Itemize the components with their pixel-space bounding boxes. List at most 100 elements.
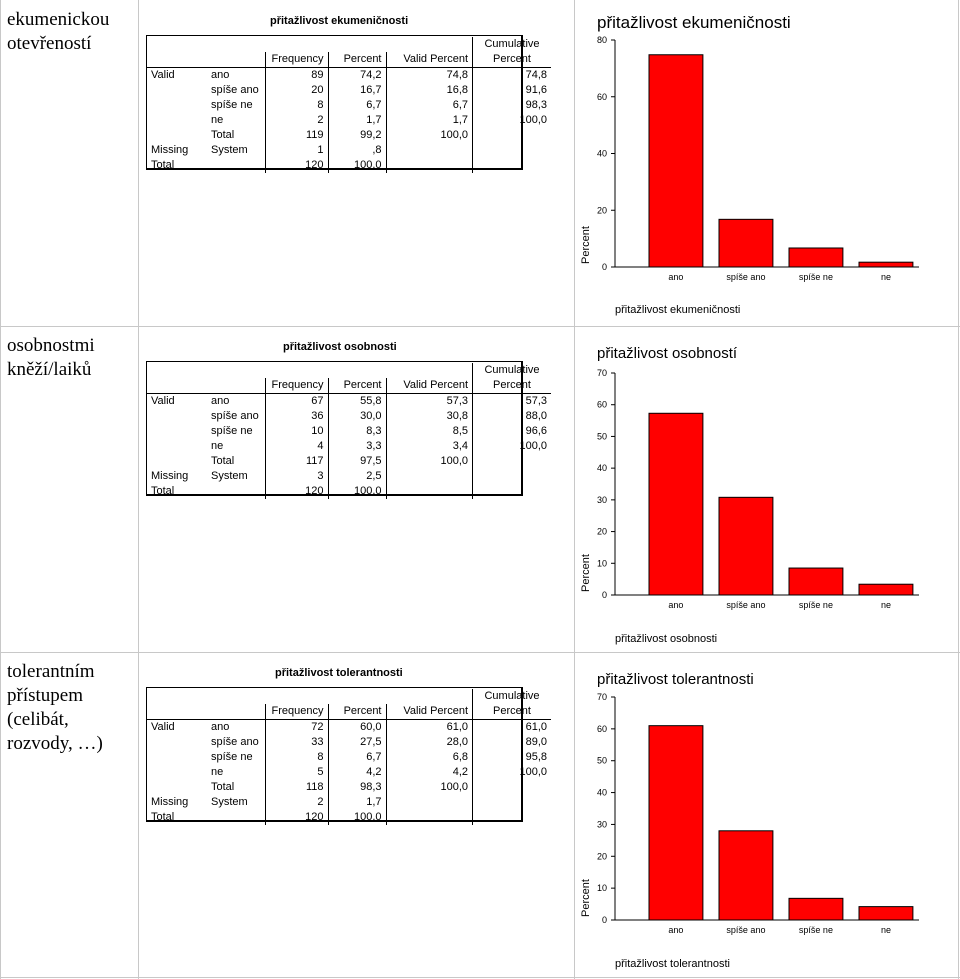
table-header-row: Cumulative bbox=[147, 37, 551, 52]
table-title: přitažlivost tolerantnosti bbox=[275, 667, 403, 679]
table-cell bbox=[147, 780, 207, 795]
y-tick-label: 30 bbox=[597, 495, 607, 505]
x-tick-label: spíše ano bbox=[726, 925, 765, 935]
table-cell bbox=[472, 780, 551, 795]
table-cell bbox=[472, 469, 551, 484]
table-cell: 8,5 bbox=[385, 424, 473, 439]
column-header: Percent bbox=[472, 378, 551, 394]
table-cell: 100,0 bbox=[385, 454, 473, 469]
bar-0 bbox=[648, 725, 704, 921]
y-axis-label: Percent bbox=[580, 226, 592, 264]
x-tick-label: spíše ne bbox=[799, 272, 833, 282]
table-header-row: Frequency Percent Valid Percent Percent bbox=[147, 378, 551, 394]
table-cell: 20 bbox=[264, 83, 328, 98]
table-cell: 5 bbox=[264, 765, 328, 780]
grid-line bbox=[574, 0, 575, 979]
table-cell bbox=[472, 128, 551, 143]
table-cell: 1,7 bbox=[327, 795, 386, 810]
table-cell: 3 bbox=[264, 469, 328, 484]
table-cell: 61,0 bbox=[472, 719, 551, 735]
column-header: Percent bbox=[472, 704, 551, 720]
y-tick-label: 60 bbox=[597, 92, 607, 102]
table-cell bbox=[385, 795, 473, 810]
table-cell: 30,8 bbox=[385, 409, 473, 424]
table-cell: ne bbox=[211, 440, 224, 452]
table-cell: 4,2 bbox=[327, 765, 386, 780]
column-header: Valid Percent bbox=[385, 704, 473, 720]
table-cell: 100,0 bbox=[472, 765, 551, 780]
frequency-table: Cumulative Frequency Percent Valid Percent P… bbox=[147, 689, 551, 825]
table-cell bbox=[147, 424, 207, 439]
table-cell: 33 bbox=[264, 735, 328, 750]
table-cell: Total bbox=[151, 485, 175, 497]
table-cell bbox=[207, 810, 265, 825]
table-cell: 3,3 bbox=[327, 439, 386, 454]
table-cell: 72 bbox=[264, 719, 328, 735]
table-row: Total 117 97,5 100,0 bbox=[147, 454, 551, 469]
table-cell: 120 bbox=[264, 484, 328, 499]
table-cell: 1,7 bbox=[385, 113, 473, 128]
table-cell: 74,8 bbox=[472, 67, 551, 83]
table-cell: spíše ne bbox=[211, 751, 253, 763]
x-tick-label: spíše ne bbox=[799, 600, 833, 610]
table-cell bbox=[147, 409, 207, 424]
bar-chart: přitažlivost osobností 0 10 20 30 40 50 60 70 Per… bbox=[580, 345, 919, 645]
table-cell: 98,3 bbox=[327, 780, 386, 795]
table-row: Total 120 100,0 bbox=[147, 158, 551, 173]
table-cell: spíše ano bbox=[211, 410, 259, 422]
table-cell bbox=[147, 454, 207, 469]
table-cell bbox=[147, 83, 207, 98]
x-tick-label: spíše ne bbox=[799, 925, 833, 935]
table-row: spíše ano 36 30,0 30,8 88,0 bbox=[147, 409, 551, 424]
table-cell: 74,2 bbox=[327, 67, 386, 83]
table-row: Valid ano 89 74,2 74,8 74,8 bbox=[147, 67, 551, 83]
table-cell: 88,0 bbox=[472, 409, 551, 424]
column-header: Cumulative bbox=[472, 363, 551, 378]
table-cell: 36 bbox=[264, 409, 328, 424]
bar-1 bbox=[718, 218, 774, 268]
x-tick-label: ne bbox=[881, 925, 891, 935]
table-cell: 61,0 bbox=[385, 719, 473, 735]
table-cell: spíše ano bbox=[211, 736, 259, 748]
column-header: Cumulative bbox=[472, 689, 551, 704]
table-cell bbox=[147, 735, 207, 750]
table-cell: 8 bbox=[264, 750, 328, 765]
table-cell: spíše ano bbox=[211, 84, 259, 96]
y-tick-label: 40 bbox=[597, 463, 607, 473]
chart-title: přitažlivost osobností bbox=[597, 345, 738, 362]
y-tick-label: 0 bbox=[602, 915, 607, 925]
table-cell: 89,0 bbox=[472, 735, 551, 750]
bar-0 bbox=[648, 54, 704, 268]
table-cell bbox=[472, 158, 551, 173]
table-cell bbox=[147, 765, 207, 780]
table-cell: 98,3 bbox=[472, 98, 551, 113]
table-cell: 91,6 bbox=[472, 83, 551, 98]
x-axis-label: přitažlivost tolerantnosti bbox=[615, 958, 730, 970]
table-cell: 60,0 bbox=[327, 719, 386, 735]
table-cell bbox=[147, 750, 207, 765]
table-cell: 1,7 bbox=[327, 113, 386, 128]
table-cell: 100,0 bbox=[327, 158, 386, 173]
table-cell: Total bbox=[151, 159, 175, 171]
table-cell: 67 bbox=[264, 393, 328, 409]
table-cell: 120 bbox=[264, 810, 328, 825]
y-tick-label: 70 bbox=[597, 692, 607, 702]
table-cell: 3,4 bbox=[385, 439, 473, 454]
table-cell bbox=[147, 113, 207, 128]
table-cell: 100,0 bbox=[327, 810, 386, 825]
y-axis-label: Percent bbox=[580, 554, 592, 592]
y-tick-label: 10 bbox=[597, 558, 607, 568]
x-tick-label: spíše ano bbox=[726, 600, 765, 610]
bar-chart: přitažlivost ekumeničnosti 0 20 40 60 80 Perce… bbox=[580, 13, 919, 316]
table-cell: 119 bbox=[264, 128, 328, 143]
table-cell: ,8 bbox=[327, 143, 386, 158]
chart-title: přitažlivost tolerantnosti bbox=[597, 671, 754, 688]
y-tick-label: 40 bbox=[597, 149, 607, 159]
table-row: Missing System 1,8 bbox=[147, 143, 551, 158]
x-axis-label: přitažlivost osobnosti bbox=[615, 633, 717, 645]
table-cell: 100,0 bbox=[472, 113, 551, 128]
table-cell bbox=[385, 158, 473, 173]
grid-line bbox=[0, 977, 960, 978]
table-row: ne 5 4,2 4,2 100,0 bbox=[147, 765, 551, 780]
table-cell: System bbox=[211, 144, 248, 156]
